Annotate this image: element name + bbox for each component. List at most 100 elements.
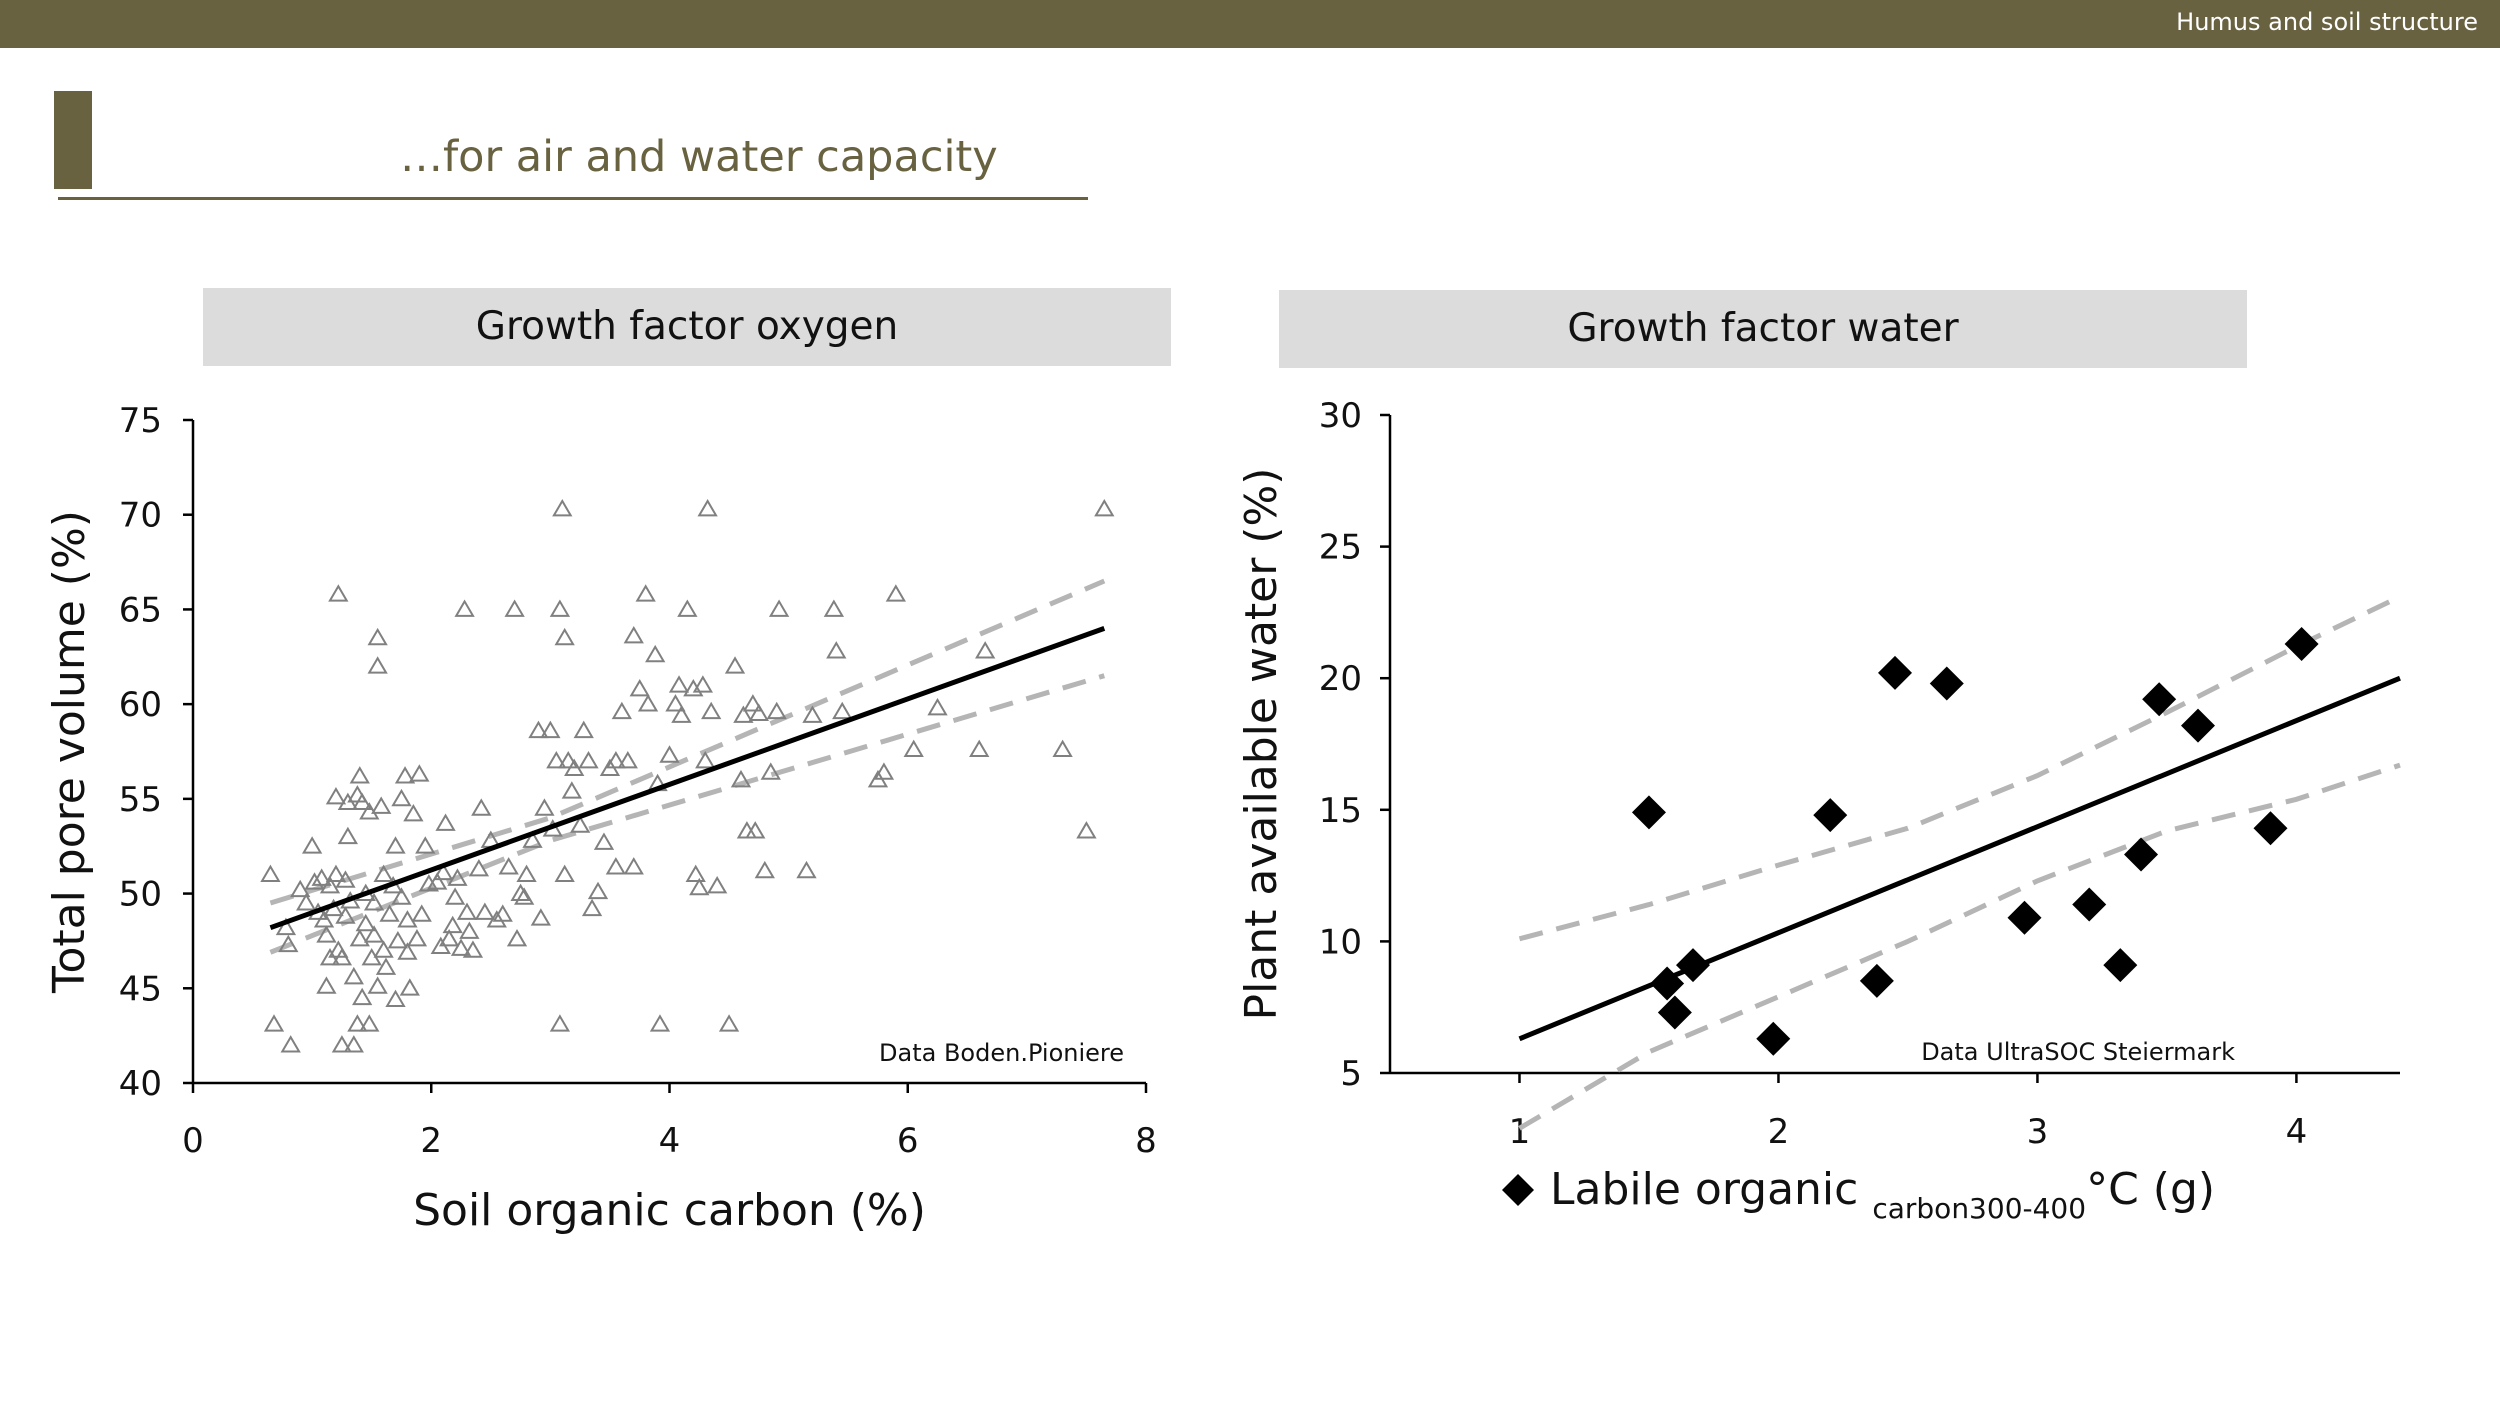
x-tick-label: 1 [1509, 1112, 1531, 1152]
slide-title: …for air and water capacity [400, 132, 998, 182]
y-tick-label: 5 [1340, 1054, 1362, 1094]
section-label: Humus and soil structure [2176, 8, 2478, 36]
data-point [444, 887, 466, 905]
data-point [593, 832, 615, 850]
data-point [549, 1014, 571, 1032]
regression-line [1518, 675, 2401, 1042]
y-tick-label: 30 [1319, 396, 1362, 436]
data-point [462, 940, 484, 958]
confidence-band-lower [269, 673, 1106, 955]
data-point [1631, 795, 1666, 830]
y-tick-label: 10 [1319, 922, 1362, 962]
confidence-band-lower [1518, 762, 2401, 1131]
data-point [605, 857, 627, 875]
data-point [316, 976, 337, 994]
data-point [335, 870, 356, 888]
data-point [403, 804, 424, 822]
y-tick-label: 55 [119, 780, 162, 820]
data-point [363, 893, 385, 911]
data-point [546, 750, 567, 769]
data-point [554, 864, 575, 883]
data-point [1756, 1021, 1791, 1056]
data-point [528, 720, 549, 739]
source-note: Data UltraSOC Steiermark [1921, 1038, 2235, 1066]
source-note: Data Boden.Pioniere [879, 1039, 1124, 1067]
data-point [1657, 995, 1692, 1030]
top-banner: Humus and soil structure [0, 0, 2500, 48]
data-point [280, 1035, 301, 1053]
regression-line [269, 626, 1106, 931]
data-point [692, 675, 713, 693]
data-point [313, 910, 335, 928]
x-tick-label: 3 [2027, 1112, 2049, 1152]
data-point [975, 641, 996, 659]
x-tick-label: 0 [182, 1121, 204, 1161]
data-point [316, 925, 337, 943]
data-point [514, 887, 535, 905]
data-point [1052, 739, 1073, 758]
data-point [325, 786, 347, 805]
chart-oxygen: 40 45 50 55 60 65 70 75 0 2 4 6 8 Data Boden.Pioniere… [44, 401, 1157, 1236]
data-point [397, 942, 418, 960]
data-point [367, 656, 388, 674]
data-point [665, 694, 686, 712]
data-point [325, 864, 347, 883]
data-point [730, 769, 752, 788]
data-point [697, 499, 718, 517]
data-point [456, 902, 478, 920]
data-point [391, 887, 412, 905]
x-tick-label: 4 [659, 1121, 681, 1161]
data-point [474, 902, 495, 920]
x-axis-label: Soil organic carbon (%) [413, 1185, 926, 1236]
data-point [450, 938, 472, 956]
data-point [442, 915, 463, 934]
data-point [304, 872, 325, 890]
data-point [724, 656, 746, 674]
data-point [581, 898, 603, 917]
data-point [433, 862, 454, 881]
data-point [343, 1035, 364, 1053]
data-point [534, 798, 555, 816]
data-point [561, 781, 582, 799]
data-point [391, 788, 412, 807]
data-point [1076, 821, 1097, 839]
data-point [2253, 811, 2288, 846]
data-point [337, 826, 359, 845]
data-point [707, 876, 728, 894]
data-point [352, 987, 373, 1006]
y-tick-label: 75 [119, 401, 162, 441]
data-point [768, 599, 790, 617]
data-point [373, 864, 394, 883]
data-point [385, 989, 406, 1008]
data-point [411, 904, 432, 922]
data-point [516, 864, 537, 883]
data-point [363, 925, 385, 943]
data-point [522, 830, 543, 848]
data-point [549, 599, 571, 617]
data-point [617, 750, 638, 769]
data-point [319, 876, 341, 894]
data-point [492, 904, 513, 922]
data-point [331, 1035, 353, 1053]
x-tick-label: 6 [897, 1121, 919, 1161]
data-point [394, 766, 416, 784]
data-point [629, 679, 650, 697]
confidence-band-upper [269, 578, 1106, 906]
data-point [454, 599, 475, 617]
data-point [570, 815, 591, 833]
data-point [748, 703, 769, 722]
data-point [311, 868, 332, 886]
data-point [331, 947, 353, 966]
data-point [468, 858, 490, 877]
data-point [385, 836, 406, 854]
y-tick-label: 40 [119, 1064, 162, 1104]
data-point [659, 745, 680, 763]
data-point [802, 705, 823, 723]
data-point [611, 701, 632, 720]
data-point [530, 908, 551, 926]
data-point [623, 625, 644, 644]
x-axis-label-subscript: carbon300-400 [1872, 1192, 2086, 1225]
data-point [275, 917, 297, 936]
data-point [671, 705, 692, 723]
